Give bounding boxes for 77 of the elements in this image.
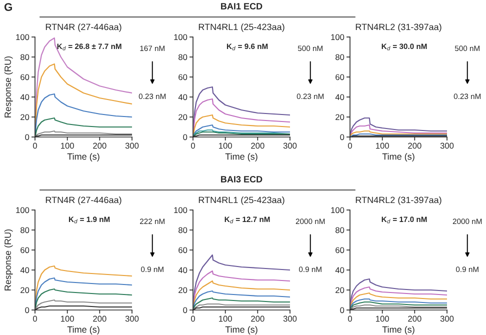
x-tick-label: 0 [191,142,195,149]
x-axis-title: Time (s) [225,326,258,335]
x-tick-label: 300 [440,142,454,149]
x-tick-label: 200 [251,142,264,149]
text: BAI1 ECD [221,3,262,10]
chart-title: RTN4R (27-446aa) [46,196,122,205]
y-tick-label: 40 [335,267,344,274]
x-tick-label: 100 [61,316,74,322]
y-tick-label: 40 [20,94,30,100]
x-tick-label: 200 [93,142,106,149]
x-tick-label: 300 [440,316,454,322]
x-tick-label: 0 [348,142,352,149]
x-tick-label: 100 [61,142,74,149]
y-tick-label: 20 [20,287,30,294]
y-tick-label: 20 [178,287,188,294]
x-tick-label: 200 [93,316,106,322]
y-tick-label: 80 [336,227,344,234]
y-tick-label: 100 [331,34,344,40]
y-tick-label: 40 [178,94,188,100]
y-tick-label: 0 [340,307,344,314]
text: BAI3 ECD [221,176,262,182]
y-tick-label: 100 [174,207,188,214]
y-tick-label: 60 [20,74,30,80]
x-tick-label: 300 [283,142,297,149]
y-axis-title: Response (RU) [4,56,13,118]
x-tick-label: 300 [283,316,297,322]
chart-title: RTN4RL1 (25-423aa) [198,24,284,32]
y-tick-label: 100 [16,34,30,40]
y-tick-label: 0 [25,134,30,140]
x-axis-title: Time (s) [382,326,414,335]
x-tick-label: 100 [376,316,389,322]
x-tick-label: 300 [125,142,139,149]
y-tick-label: 80 [178,227,188,234]
chart-title: RTN4R (27-446aa) [46,24,122,32]
text: G [4,3,12,11]
chart-title: RTN4RL1 (25-423aa) [198,196,284,205]
y-tick-label: 20 [20,114,30,120]
y-tick-label: 40 [20,267,30,274]
y-tick-label: 80 [178,54,188,60]
y-tick-label: 80 [20,227,30,234]
y-tick-label: 60 [336,74,344,80]
y-tick-label: 100 [174,34,188,40]
y-tick-label: 60 [336,247,344,254]
chart-title: RTN4RL2 (31-397aa) [356,24,442,32]
y-tick-label: 20 [336,114,344,120]
y-tick-label: 20 [336,287,344,294]
x-tick-label: 100 [219,142,232,149]
y-tick-label: 40 [335,94,344,100]
x-tick-label: 300 [125,316,139,322]
y-tick-label: 60 [178,74,188,80]
x-axis-title: Time (s) [382,153,414,162]
x-axis-title: Time (s) [67,326,100,335]
x-tick-label: 0 [348,316,352,322]
y-tick-label: 40 [178,267,188,274]
x-tick-label: 0 [33,142,37,149]
x-tick-label: 100 [219,316,232,322]
x-tick-label: 100 [376,142,389,149]
y-tick-label: 0 [183,307,188,314]
x-tick-label: 200 [251,316,264,322]
y-tick-label: 0 [340,134,344,140]
y-tick-label: 100 [331,207,344,214]
x-tick-label: 0 [33,316,37,322]
y-tick-label: 80 [336,54,344,60]
x-tick-label: 200 [408,316,422,322]
x-tick-label: 0 [191,316,195,322]
y-tick-label: 80 [20,54,30,60]
y-tick-label: 60 [178,247,188,254]
y-tick-label: 100 [16,207,30,214]
y-tick-label: 20 [178,114,188,120]
x-axis-title: Time (s) [67,153,100,162]
y-axis-title: Response (RU) [4,229,13,290]
y-tick-label: 60 [20,247,30,254]
y-tick-label: 0 [25,307,30,314]
x-axis-title: Time (s) [225,153,258,162]
x-tick-label: 200 [408,142,422,149]
y-tick-label: 0 [183,134,188,140]
chart-title: RTN4RL2 (31-397aa) [356,196,442,205]
